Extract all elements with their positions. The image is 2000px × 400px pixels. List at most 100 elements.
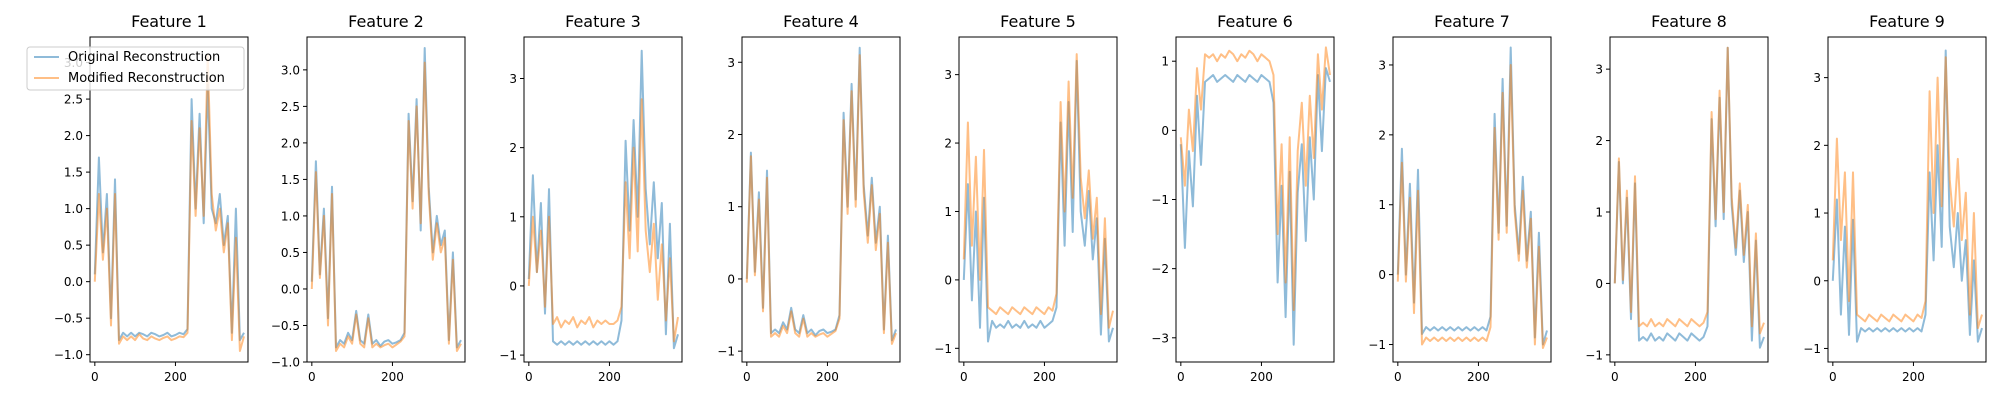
panel-title: Feature 1 xyxy=(131,12,207,31)
y-tick-label: 2 xyxy=(509,141,517,155)
y-tick-label: 0.0 xyxy=(64,275,83,289)
plot-frame xyxy=(306,36,466,363)
y-tick-label: 0 xyxy=(1595,277,1603,291)
panel-title: Feature 3 xyxy=(565,12,641,31)
y-tick-label: −1.0 xyxy=(271,356,300,370)
x-tick-label: 0 xyxy=(1829,370,1837,384)
y-tick-label: −1 xyxy=(1803,342,1821,356)
y-tick-label: 2 xyxy=(1813,139,1821,153)
plot-frame xyxy=(1392,36,1552,363)
x-tick-label: 0 xyxy=(91,370,99,384)
x-tick-label: 200 xyxy=(816,370,839,384)
panel-title: Feature 7 xyxy=(1434,12,1510,31)
plot-frame xyxy=(1827,36,1987,363)
x-tick-label: 200 xyxy=(1033,370,1056,384)
y-tick-label: 1 xyxy=(1813,207,1821,221)
series-modified-line xyxy=(93,54,245,352)
y-tick-label: 1.0 xyxy=(64,202,83,216)
x-tick-label: 200 xyxy=(1684,370,1707,384)
x-tick-label: 200 xyxy=(164,370,187,384)
y-tick-label: 2 xyxy=(1378,128,1386,142)
legend-original-label: Original Reconstruction xyxy=(68,50,220,65)
panel-title: Feature 8 xyxy=(1651,12,1727,31)
y-tick-label: −1 xyxy=(499,349,517,363)
x-tick-label: 200 xyxy=(381,370,404,384)
y-tick-label: 2.5 xyxy=(64,93,83,107)
y-tick-label: −2 xyxy=(1151,262,1169,276)
y-tick-label: 3 xyxy=(727,56,735,70)
panel-6: Feature 6 −3 −2 −1 0 1 0 200 xyxy=(1151,12,1335,384)
panel-4: Feature 4 −1 0 1 2 3 0 200 xyxy=(717,12,901,384)
y-tick-label: −3 xyxy=(1151,331,1169,345)
y-tick-label: −1 xyxy=(934,342,952,356)
y-tick-label: −1.0 xyxy=(54,348,83,362)
y-tick-label: 1.5 xyxy=(64,166,83,180)
panel-9: Feature 9 −1 0 1 2 3 0 200 xyxy=(1803,12,1987,384)
plot-frame xyxy=(89,36,249,363)
series-original-line xyxy=(1831,49,1983,343)
y-tick-label: 0.5 xyxy=(64,239,83,253)
x-tick-label: 200 xyxy=(598,370,621,384)
y-tick-label: 0.0 xyxy=(281,282,300,296)
y-tick-label: 2 xyxy=(944,137,952,151)
series-modified-line xyxy=(745,54,897,345)
series-modified-line xyxy=(527,98,679,343)
y-tick-label: 0 xyxy=(1378,268,1386,282)
series-original-line xyxy=(962,59,1114,343)
x-tick-label: 200 xyxy=(1467,370,1490,384)
x-tick-label: 0 xyxy=(1177,370,1185,384)
y-tick-label: 2.0 xyxy=(281,136,300,150)
legend-modified-label: Modified Reconstruction xyxy=(68,71,225,86)
panel-title: Feature 2 xyxy=(348,12,424,31)
panel-5: Feature 5 −1 0 1 2 3 0 200 xyxy=(934,12,1118,384)
y-tick-label: 3 xyxy=(944,68,952,82)
y-tick-label: 0 xyxy=(1161,124,1169,138)
series-modified-line xyxy=(962,53,1114,329)
panel-title: Feature 5 xyxy=(1000,12,1076,31)
panel-8: Feature 8 −1 0 1 2 3 0 200 xyxy=(1585,12,1769,384)
y-tick-label: 3 xyxy=(1595,63,1603,77)
y-tick-label: −1 xyxy=(1368,338,1386,352)
y-tick-label: 3.0 xyxy=(281,63,300,77)
series-modified-line xyxy=(1396,64,1548,349)
y-tick-label: 3 xyxy=(1813,71,1821,85)
y-tick-label: 1.5 xyxy=(281,173,300,187)
legend: Original Reconstruction Modified Reconst… xyxy=(26,46,245,91)
y-tick-label: 3 xyxy=(509,72,517,86)
x-tick-label: 0 xyxy=(308,370,316,384)
panel-title: Feature 6 xyxy=(1217,12,1293,31)
y-tick-label: 1.0 xyxy=(281,209,300,223)
x-tick-label: 0 xyxy=(1611,370,1619,384)
series-original-line xyxy=(527,49,679,350)
y-tick-label: 0 xyxy=(1813,274,1821,288)
y-tick-label: 0 xyxy=(727,272,735,286)
y-tick-label: 0 xyxy=(509,279,517,293)
series-modified-line xyxy=(310,61,462,352)
y-tick-label: 2 xyxy=(1595,134,1603,148)
x-tick-label: 0 xyxy=(960,370,968,384)
y-tick-label: 1 xyxy=(1161,55,1169,69)
series-modified-line xyxy=(1179,46,1331,312)
legend-frame xyxy=(26,46,245,91)
plot-frame xyxy=(523,36,683,363)
y-tick-label: 0.5 xyxy=(281,246,300,260)
y-tick-label: −0.5 xyxy=(54,312,83,326)
y-tick-label: −0.5 xyxy=(271,319,300,333)
panel-7: Feature 7 −1 0 1 2 3 0 200 xyxy=(1368,12,1552,384)
y-tick-label: 2 xyxy=(727,128,735,142)
y-tick-label: 1 xyxy=(1595,206,1603,220)
x-tick-label: 0 xyxy=(743,370,751,384)
panel-3: Feature 3 −1 0 1 2 3 0 200 xyxy=(499,12,683,384)
y-tick-label: 2.0 xyxy=(64,129,83,143)
panel-title: Feature 4 xyxy=(783,12,859,31)
x-tick-label: 0 xyxy=(1394,370,1402,384)
panel-2: Feature 2 −1.0 −0.5 0.0 0.5 1.0 1.5 2.0 2.5 3.0 0 2… xyxy=(271,12,466,384)
x-tick-label: 200 xyxy=(1902,370,1925,384)
series-original-line xyxy=(1179,67,1331,346)
panel-title: Feature 9 xyxy=(1869,12,1945,31)
series-modified-line xyxy=(1613,46,1765,335)
y-tick-label: 0 xyxy=(944,273,952,287)
y-tick-label: −1 xyxy=(1585,348,1603,362)
y-tick-label: 1 xyxy=(1378,198,1386,212)
